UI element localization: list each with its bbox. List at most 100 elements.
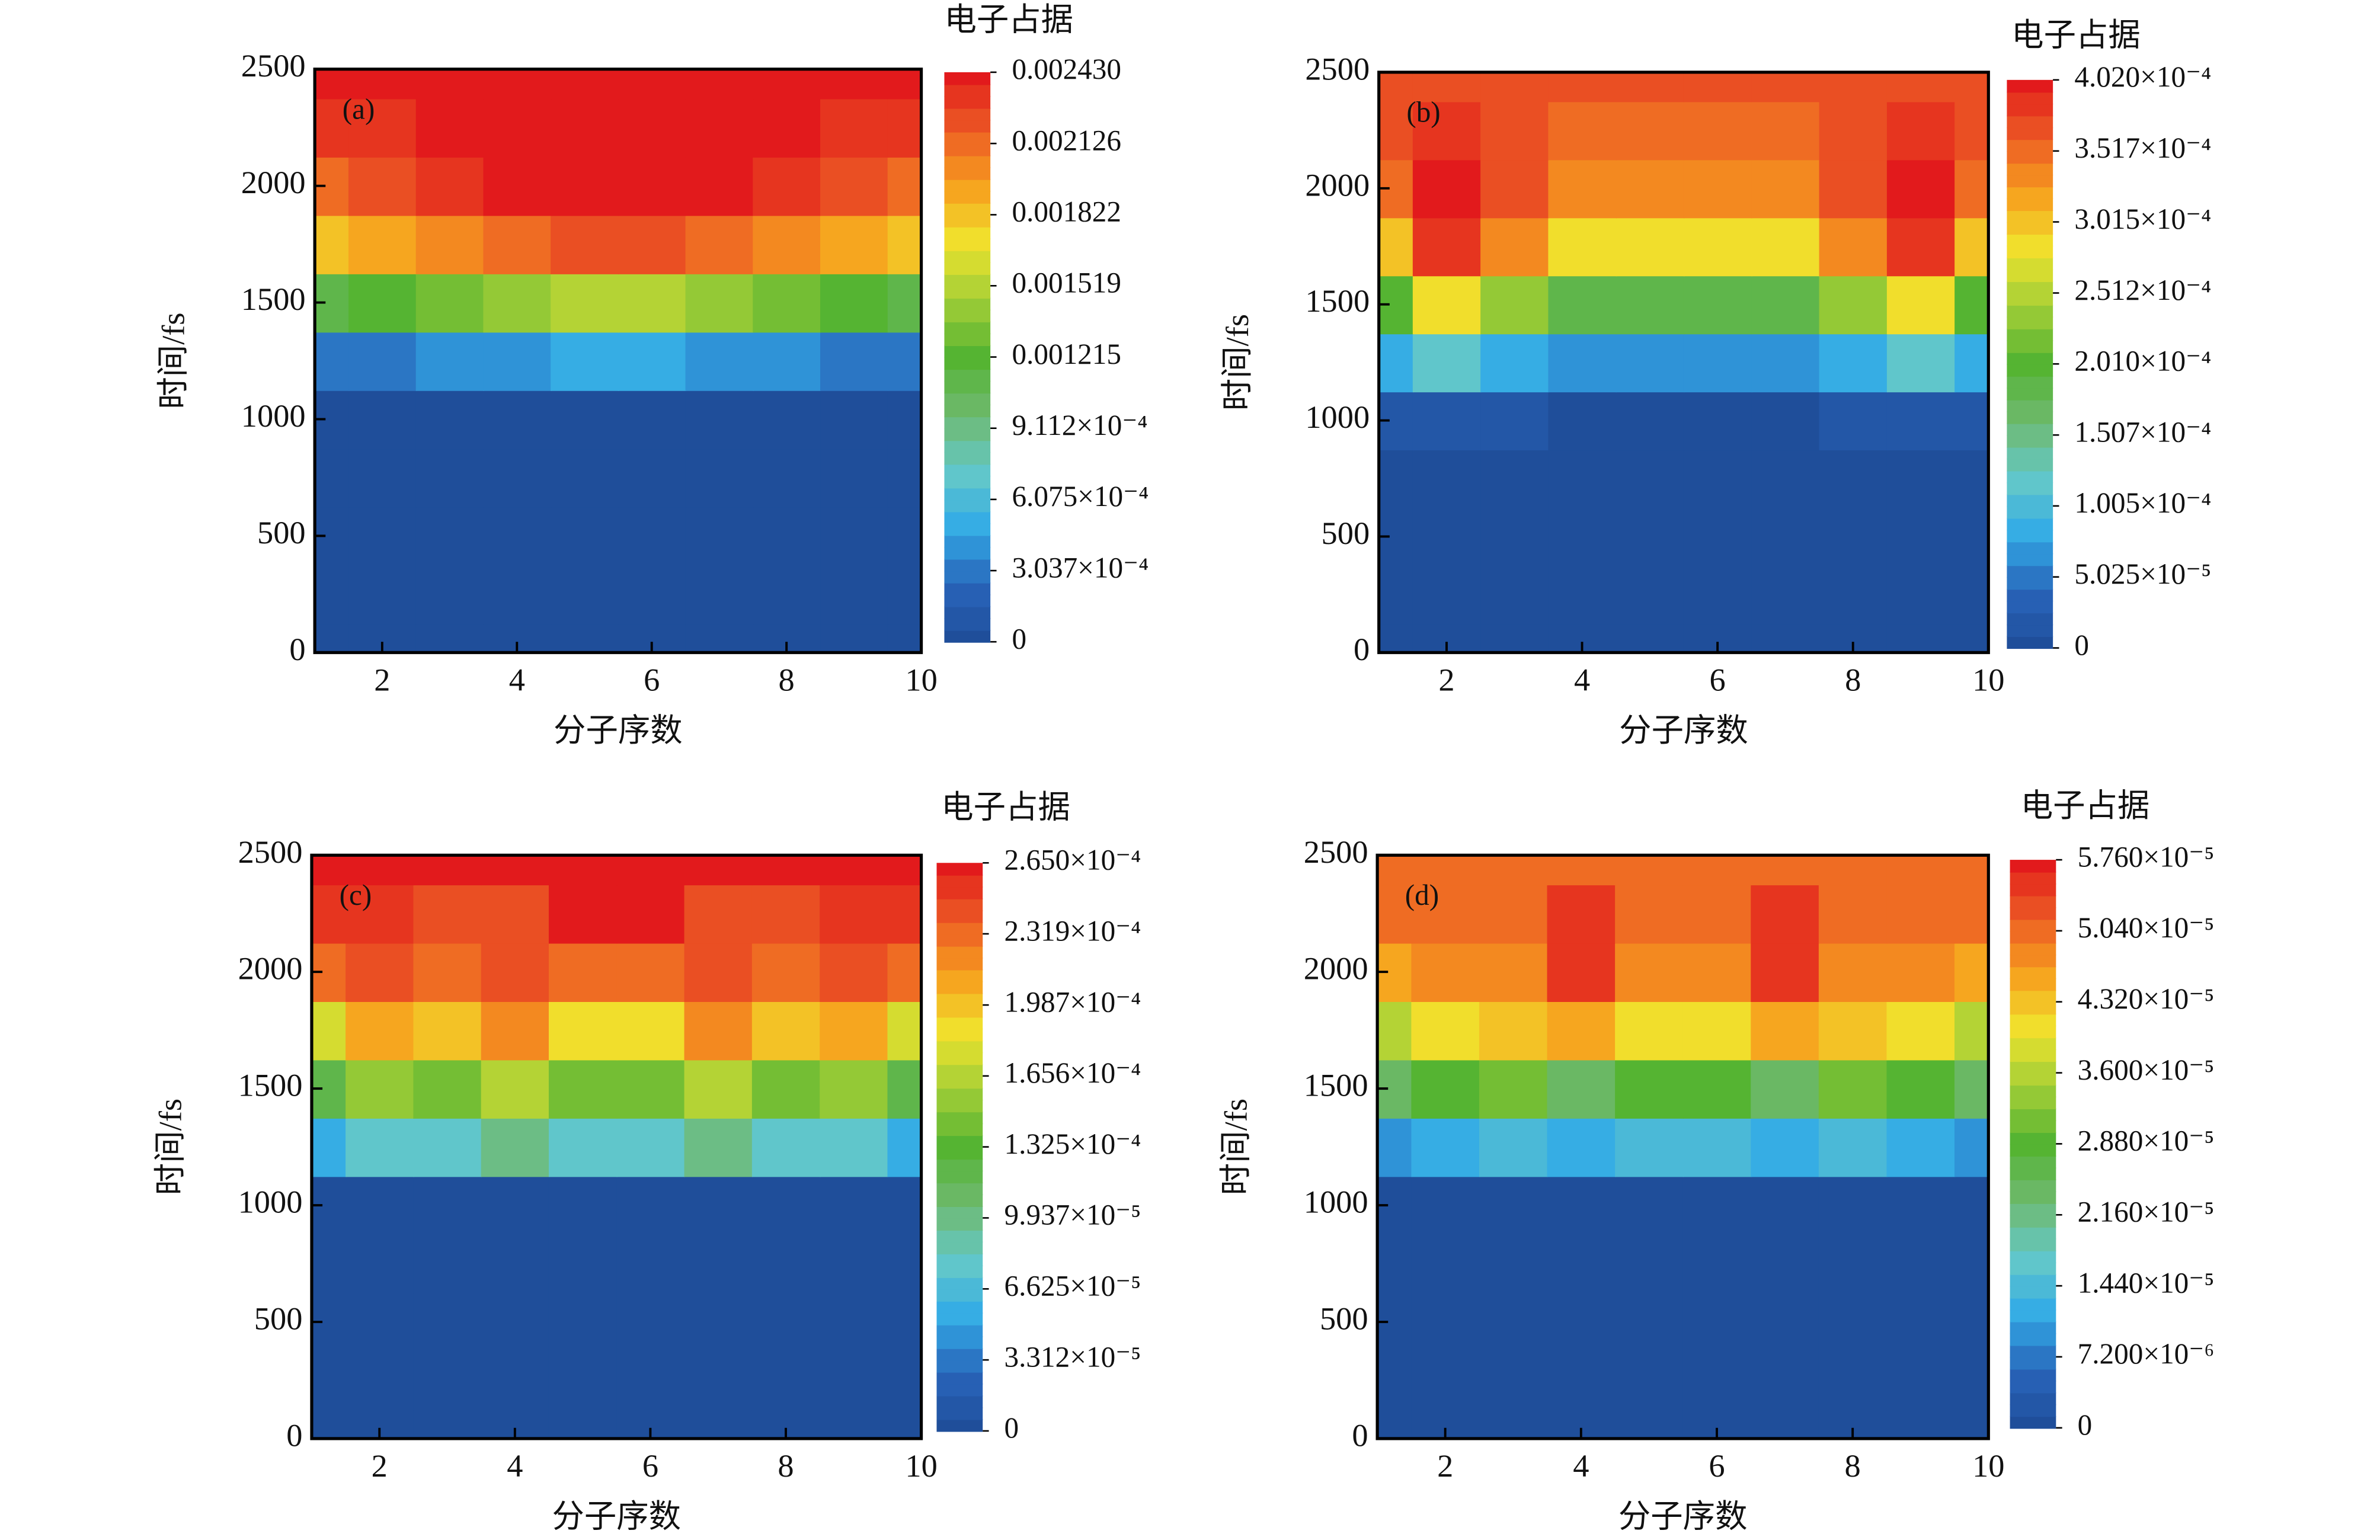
colorbar-swatch bbox=[2007, 553, 2053, 566]
contour-cell bbox=[685, 69, 754, 100]
plot-frame bbox=[310, 853, 923, 1440]
contour-cell bbox=[1548, 159, 1617, 219]
colorbar-swatch bbox=[2007, 517, 2053, 531]
contour-cell bbox=[1683, 507, 1752, 566]
colorbar-swatch bbox=[2007, 411, 2053, 424]
contour-cell bbox=[346, 1176, 414, 1235]
contour-cell bbox=[1751, 855, 1820, 886]
contour-cell bbox=[820, 1234, 888, 1294]
x-axis-label: 分子序数 bbox=[1619, 713, 1748, 748]
colorbar-swatch bbox=[2010, 1049, 2056, 1062]
colorbar-swatch bbox=[2010, 1321, 2056, 1334]
x-tick-label: 4 bbox=[507, 1448, 523, 1484]
contour-cell bbox=[1412, 333, 1482, 393]
colorbar-tick-label: 0.001822 bbox=[1012, 196, 1121, 228]
colorbar-swatch bbox=[936, 1407, 983, 1420]
contour-cell bbox=[1751, 1409, 1820, 1440]
colorbar-swatch bbox=[2007, 293, 2053, 306]
colorbar-swatch bbox=[944, 582, 991, 595]
contour-cell bbox=[1751, 1292, 1820, 1352]
contour-cell bbox=[684, 1059, 753, 1119]
x-tick-label: 6 bbox=[642, 1448, 658, 1484]
contour-cell bbox=[820, 1409, 888, 1440]
colorbar-swatch bbox=[944, 120, 991, 133]
contour-cell bbox=[887, 1001, 923, 1061]
contour-cell bbox=[551, 390, 619, 450]
y-tick-label: 0 bbox=[286, 1417, 302, 1453]
contour-cell bbox=[1954, 884, 1989, 944]
contour-cell bbox=[618, 390, 687, 450]
colorbar-swatch bbox=[944, 155, 991, 168]
contour-cell bbox=[1818, 1351, 1888, 1411]
contour-cell bbox=[753, 331, 821, 391]
contour-cell bbox=[415, 156, 484, 216]
colorbar-swatch bbox=[2007, 446, 2053, 460]
contour-cell bbox=[548, 1234, 618, 1294]
contour-cell bbox=[751, 1234, 821, 1294]
contour-cell bbox=[1377, 1001, 1412, 1061]
colorbar-swatch bbox=[936, 1135, 983, 1148]
colorbar-swatch bbox=[936, 1324, 983, 1337]
contour-cell bbox=[685, 507, 754, 566]
contour-cell bbox=[1954, 1118, 1989, 1177]
contour-cell bbox=[1751, 1176, 1820, 1235]
contour-cell bbox=[1479, 1234, 1549, 1294]
contour-cell bbox=[1683, 449, 1752, 508]
contour-cell bbox=[346, 942, 414, 1002]
contour-cell bbox=[1886, 507, 1956, 566]
contour-cell bbox=[415, 214, 484, 274]
contour-cell bbox=[548, 1292, 618, 1352]
contour-cell bbox=[481, 884, 550, 944]
contour-cell bbox=[1615, 1409, 1684, 1440]
colorbar-swatch bbox=[2010, 1262, 2056, 1275]
colorbar-swatch bbox=[944, 369, 991, 382]
contour-cell bbox=[1683, 159, 1752, 219]
contour-cell bbox=[1683, 217, 1752, 277]
contour-cell bbox=[1547, 1176, 1616, 1235]
contour-cell bbox=[820, 565, 889, 625]
contour-cell bbox=[753, 214, 821, 274]
colorbar-tick-label: 1.440×10⁻⁵ bbox=[2078, 1266, 2215, 1299]
contour-cell bbox=[483, 331, 552, 391]
contour-cell bbox=[685, 98, 754, 158]
colorbar-swatch bbox=[944, 428, 991, 441]
contour-cell bbox=[1751, 1118, 1820, 1177]
contour-cell bbox=[1954, 1059, 1989, 1119]
contour-cell bbox=[551, 273, 619, 333]
contour-cell bbox=[685, 390, 754, 450]
colorbar-swatch bbox=[936, 1040, 983, 1054]
contour-cell bbox=[1480, 101, 1549, 161]
contour-cell bbox=[481, 1234, 550, 1294]
colorbar-tick-label: 0 bbox=[1012, 622, 1026, 655]
colorbar-swatch bbox=[936, 1004, 983, 1018]
colorbar-swatch bbox=[936, 1158, 983, 1172]
colorbar-swatch bbox=[2007, 316, 2053, 329]
contour-cell bbox=[1751, 623, 1821, 654]
contour-cell bbox=[1682, 855, 1752, 886]
colorbar-swatch bbox=[2010, 1179, 2056, 1192]
contour-cell bbox=[1886, 565, 1956, 625]
contour-cell bbox=[887, 390, 923, 450]
colorbar-tick-label: 2.880×10⁻⁵ bbox=[2078, 1125, 2215, 1157]
contour-cell bbox=[685, 214, 754, 274]
colorbar-swatch bbox=[2007, 636, 2053, 649]
contour-cell bbox=[1548, 72, 1617, 103]
colorbar-swatch bbox=[936, 1111, 983, 1125]
y-axis-label: 时间/fs bbox=[1220, 314, 1255, 411]
contour-cell bbox=[1480, 449, 1549, 508]
colorbar-swatch bbox=[936, 1277, 983, 1290]
contour-cell bbox=[685, 448, 754, 508]
contour-cell bbox=[1683, 275, 1752, 335]
contour-cell bbox=[820, 623, 889, 654]
colorbar-swatch bbox=[936, 1087, 983, 1101]
y-tick-label: 2500 bbox=[1305, 51, 1370, 87]
contour-cell bbox=[820, 942, 888, 1002]
colorbar-swatch bbox=[2010, 1061, 2056, 1074]
colorbar-swatch bbox=[2010, 1310, 2056, 1323]
contour-cell bbox=[315, 623, 350, 654]
contour-cell bbox=[1751, 1351, 1820, 1411]
contour-cell bbox=[1818, 1118, 1888, 1177]
contour-cell bbox=[348, 448, 417, 508]
contour-cell bbox=[1751, 1001, 1820, 1061]
contour-cell bbox=[315, 214, 350, 274]
